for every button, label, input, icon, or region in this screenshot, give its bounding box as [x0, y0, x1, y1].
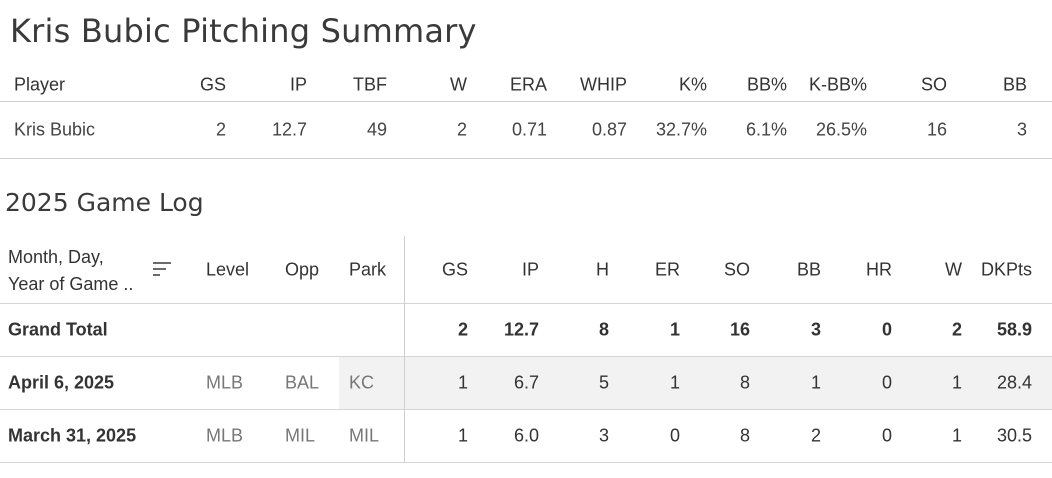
table-row[interactable]: March 31, 2025 MLB MIL MIL 1 6.0 3 0 8 2… — [0, 410, 1052, 463]
summary-data-row[interactable]: Kris Bubic 2 12.7 49 2 0.71 0.87 32.7% 6… — [0, 102, 1052, 159]
total-h: 8 — [598, 319, 609, 340]
row-hr: 0 — [881, 425, 892, 446]
row-h: 3 — [598, 425, 609, 446]
value-k-bb-pct: 26.5% — [815, 119, 867, 140]
row-dkpts: 28.4 — [996, 372, 1032, 393]
row-gs: 1 — [457, 425, 468, 446]
value-era: 0.71 — [511, 119, 547, 140]
row-er: 0 — [669, 425, 680, 446]
total-gs: 2 — [457, 319, 468, 340]
header-w[interactable]: W — [450, 74, 467, 95]
header-ip[interactable]: IP — [521, 259, 539, 279]
header-bb[interactable]: BB — [1002, 74, 1027, 95]
row-so: 8 — [739, 425, 750, 446]
value-so: 16 — [926, 119, 947, 140]
gamelog-table: Month, Day, Year of Game .. Level Opp Pa… — [0, 236, 1052, 464]
row-ip: 6.7 — [513, 372, 539, 393]
row-er: 1 — [669, 372, 680, 393]
row-dkpts: 30.5 — [996, 425, 1032, 446]
header-k-bb-pct[interactable]: K-BB% — [808, 74, 867, 95]
value-tbf: 49 — [366, 119, 387, 140]
header-date-line1: Month, Day, — [8, 247, 104, 267]
header-dkpts[interactable]: DKPts — [980, 259, 1032, 279]
gamelog-header-row: Month, Day, Year of Game .. Level Opp Pa… — [0, 236, 1052, 304]
header-opp[interactable]: Opp — [285, 259, 320, 279]
grand-total-row[interactable]: Grand Total 2 12.7 8 1 16 3 0 2 58.9 — [0, 304, 1052, 357]
row-highlight — [339, 357, 1052, 409]
header-hr[interactable]: HR — [866, 259, 892, 279]
header-bb-pct[interactable]: BB% — [746, 74, 787, 95]
row-gs: 1 — [457, 372, 468, 393]
header-gs[interactable]: GS — [441, 259, 468, 279]
header-tbf[interactable]: TBF — [353, 74, 387, 95]
sort-descending-icon[interactable] — [153, 262, 171, 278]
header-date-line2: Year of Game .. — [8, 274, 134, 294]
header-bb[interactable]: BB — [796, 259, 821, 279]
total-so: 16 — [729, 319, 750, 340]
header-so[interactable]: SO — [920, 74, 947, 95]
grand-total-label: Grand Total — [8, 319, 108, 340]
row-level: MLB — [206, 372, 244, 393]
total-bb: 3 — [810, 319, 821, 340]
header-er[interactable]: ER — [654, 259, 680, 279]
header-date[interactable]: Month, Day, Year of Game .. — [8, 244, 133, 298]
summary-header-row: Player GS IP TBF W ERA WHIP K% BB% K-BB%… — [0, 68, 1052, 102]
header-park[interactable]: Park — [349, 259, 387, 279]
row-opp: BAL — [285, 372, 320, 393]
value-ip: 12.7 — [271, 119, 307, 140]
row-bb: 2 — [810, 425, 821, 446]
row-w: 1 — [951, 425, 962, 446]
header-k-pct[interactable]: K% — [678, 74, 707, 95]
row-date: April 6, 2025 — [8, 372, 115, 393]
value-bb-pct: 6.1% — [745, 119, 787, 140]
row-date: March 31, 2025 — [8, 425, 137, 446]
player-name: Kris Bubic — [14, 119, 96, 140]
total-hr: 0 — [881, 319, 892, 340]
header-whip[interactable]: WHIP — [580, 74, 627, 95]
page-title: Kris Bubic Pitching Summary — [10, 12, 477, 50]
row-opp: MIL — [285, 425, 316, 446]
row-park: KC — [349, 372, 375, 393]
value-w: 2 — [456, 119, 467, 140]
row-level: MLB — [206, 425, 244, 446]
gamelog-title: 2025 Game Log — [5, 188, 204, 217]
column-divider — [404, 236, 405, 463]
row-hr: 0 — [881, 372, 892, 393]
value-gs: 2 — [215, 119, 226, 140]
row-ip: 6.0 — [513, 425, 539, 446]
header-level[interactable]: Level — [206, 259, 250, 279]
row-so: 8 — [739, 372, 750, 393]
total-w: 2 — [951, 319, 962, 340]
row-bb: 1 — [810, 372, 821, 393]
total-ip: 12.7 — [503, 319, 539, 340]
row-h: 5 — [598, 372, 609, 393]
value-bb: 3 — [1016, 119, 1027, 140]
total-er: 1 — [669, 319, 680, 340]
header-w[interactable]: W — [945, 259, 962, 279]
table-row[interactable]: April 6, 2025 MLB BAL KC 1 6.7 5 1 8 1 0… — [0, 357, 1052, 410]
row-park: MIL — [349, 425, 380, 446]
value-k-pct: 32.7% — [655, 119, 707, 140]
summary-table: Player GS IP TBF W ERA WHIP K% BB% K-BB%… — [0, 68, 1052, 159]
header-so[interactable]: SO — [723, 259, 750, 279]
value-whip: 0.87 — [591, 119, 627, 140]
header-h[interactable]: H — [596, 259, 609, 279]
row-w: 1 — [951, 372, 962, 393]
header-era[interactable]: ERA — [509, 74, 547, 95]
total-dkpts: 58.9 — [996, 319, 1032, 340]
header-player[interactable]: Player — [14, 74, 66, 95]
header-gs[interactable]: GS — [199, 74, 226, 95]
header-ip[interactable]: IP — [289, 74, 307, 95]
